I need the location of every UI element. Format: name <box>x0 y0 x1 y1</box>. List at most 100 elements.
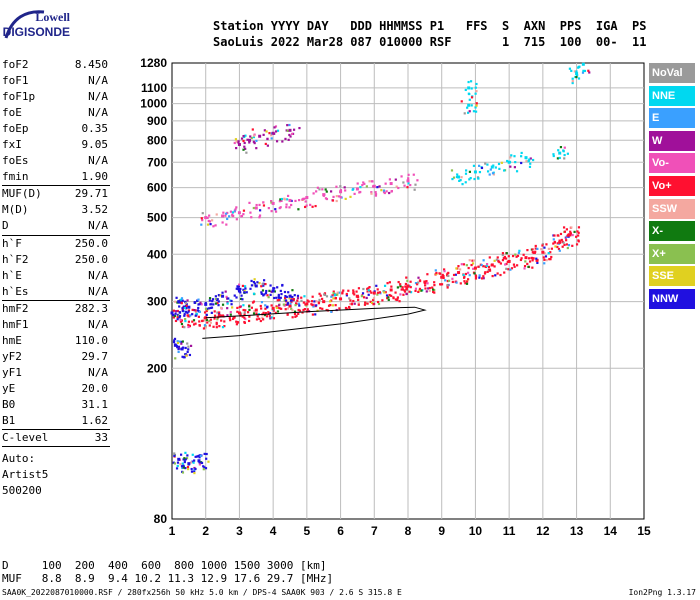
data-point <box>485 264 488 268</box>
data-point <box>185 303 188 306</box>
data-point <box>297 208 300 211</box>
data-point <box>266 305 269 308</box>
data-point <box>318 188 321 191</box>
data-point <box>514 161 517 164</box>
data-point <box>286 129 289 132</box>
data-point <box>535 257 538 260</box>
data-point <box>274 210 278 213</box>
data-point <box>176 346 179 349</box>
data-point <box>505 252 508 255</box>
series-point <box>204 216 208 220</box>
data-point <box>370 191 373 194</box>
data-point <box>242 304 245 307</box>
data-point <box>292 298 295 302</box>
data-point <box>541 243 544 246</box>
param-name: B0 <box>2 397 16 411</box>
data-point <box>269 317 272 320</box>
data-point <box>571 244 574 247</box>
data-point <box>403 289 406 292</box>
data-point <box>226 302 229 305</box>
series-point <box>221 214 225 218</box>
series-point <box>271 201 275 205</box>
data-point <box>195 312 198 315</box>
data-point <box>353 192 356 195</box>
data-point <box>184 466 187 470</box>
data-point <box>300 296 303 299</box>
data-point <box>213 314 217 317</box>
data-point <box>470 263 473 267</box>
data-point <box>181 340 184 343</box>
series-point <box>406 284 410 288</box>
data-point <box>451 177 454 181</box>
series-point <box>524 256 528 260</box>
data-point <box>329 300 332 303</box>
data-point <box>338 291 341 294</box>
data-point <box>252 292 256 295</box>
data-point <box>242 134 245 138</box>
param-row: h`F2 250.0 <box>2 252 110 268</box>
data-point <box>367 289 370 292</box>
series-point <box>423 280 427 284</box>
data-point <box>515 170 519 173</box>
data-point <box>533 251 536 254</box>
data-point <box>514 253 517 256</box>
data-point <box>535 259 538 262</box>
series-point <box>271 289 275 293</box>
param-row: foEs N/A <box>2 153 110 169</box>
data-point <box>459 282 462 285</box>
data-point <box>507 268 510 271</box>
param-name: fxI <box>2 138 22 152</box>
data-point <box>489 168 492 171</box>
data-point <box>388 178 392 181</box>
data-point <box>311 313 314 316</box>
data-point <box>181 325 185 328</box>
param-row: hmF2 282.3 <box>2 301 110 317</box>
data-point <box>349 195 352 198</box>
data-point <box>180 297 184 300</box>
series-point <box>177 457 181 461</box>
param-row: h`F 250.0 <box>2 236 110 252</box>
data-point <box>439 283 442 286</box>
data-point <box>563 230 567 233</box>
data-point <box>197 298 200 301</box>
data-point <box>270 134 273 137</box>
data-point <box>543 262 546 265</box>
data-point <box>509 268 512 271</box>
data-point <box>194 314 197 317</box>
data-point <box>201 219 204 222</box>
data-point <box>298 309 302 312</box>
param-value: 8.450 <box>74 58 108 71</box>
param-row: foF2 8.450 <box>2 57 110 73</box>
data-point <box>286 303 289 306</box>
data-point <box>253 284 256 287</box>
series-point <box>288 304 292 308</box>
data-point <box>247 319 251 323</box>
data-point <box>180 319 184 322</box>
data-point <box>332 290 335 293</box>
data-point <box>543 246 546 249</box>
data-point <box>467 271 470 274</box>
data-point <box>472 267 475 270</box>
data-point <box>459 178 462 182</box>
param-name: yF2 <box>2 349 22 363</box>
data-point <box>216 301 219 305</box>
data-point <box>376 300 380 304</box>
data-point <box>544 255 548 258</box>
data-point <box>577 77 581 80</box>
data-point <box>237 285 241 288</box>
data-point <box>417 290 420 294</box>
data-point <box>344 189 347 192</box>
data-point <box>376 288 379 291</box>
data-point <box>352 299 355 303</box>
data-point <box>357 302 360 305</box>
data-point <box>273 290 276 293</box>
data-point <box>174 357 177 360</box>
data-point <box>277 298 281 302</box>
data-point <box>345 292 348 296</box>
data-point <box>542 256 545 259</box>
data-point <box>578 65 581 68</box>
data-point <box>403 184 406 187</box>
param-row: D N/A <box>2 218 110 236</box>
data-point <box>466 106 469 109</box>
version-footer: Ion2Png 1.3.17 <box>628 588 696 597</box>
